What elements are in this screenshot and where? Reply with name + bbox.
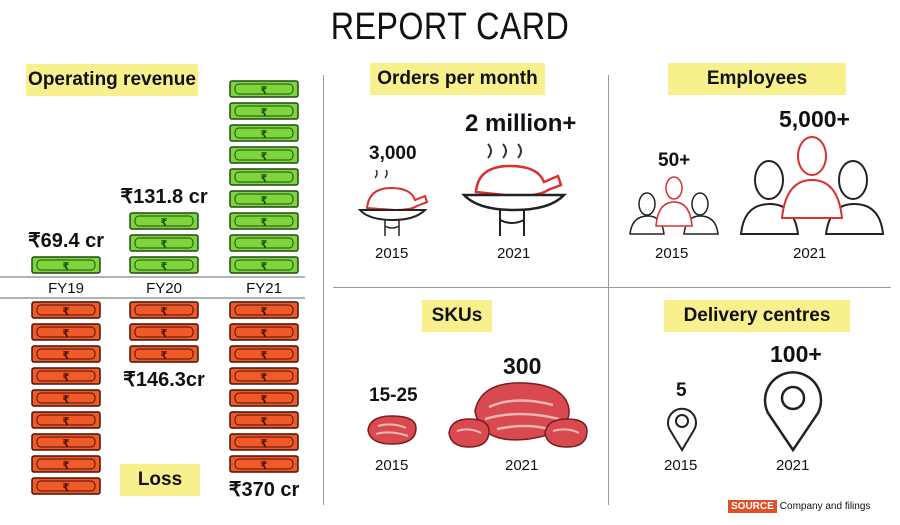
- skus-2021-value: 300: [503, 353, 542, 379]
- small-people-group-icon: [629, 176, 719, 235]
- small-meat-icon: [367, 415, 417, 445]
- category-label-fy21: FY21: [246, 280, 282, 297]
- loss-bar-note-fy20: [129, 301, 199, 319]
- revenue-bar-note-fy21: [229, 168, 299, 186]
- source-note: SOURCE Company and filings: [728, 500, 871, 513]
- category-label-fy20: FY20: [146, 280, 182, 297]
- page-title: REPORT CARD: [330, 6, 570, 48]
- revenue-bar-note-fy21: [229, 146, 299, 164]
- loss-value-label-fy21: ₹370 cr: [229, 479, 300, 500]
- loss-bar-note-fy21: [229, 455, 299, 473]
- large-chicken-platter-icon: [461, 143, 567, 236]
- revenue-bar-note-fy21: [229, 124, 299, 142]
- revenue-bar-note-fy21: [229, 256, 299, 274]
- revenue-value-label-fy19: ₹69.4 cr: [28, 230, 104, 252]
- orders-year-2021: 2021: [497, 245, 531, 262]
- employees-year-2015: 2015: [655, 245, 689, 262]
- loss-bar-note-fy21: [229, 345, 299, 363]
- revenue-bar-note-fy20: [129, 212, 199, 230]
- divider-left: [323, 75, 324, 505]
- employees-tag: Employees: [668, 63, 846, 95]
- loss-bar-note-fy19: [31, 345, 101, 363]
- large-meat-pile-icon: [448, 382, 588, 448]
- revenue-bar-note-fy20: [129, 234, 199, 252]
- divider-horizontal: [333, 287, 891, 288]
- small-location-pin-icon: [667, 407, 697, 452]
- orders-2021-value: 2 million+: [465, 110, 577, 137]
- skus-tag: SKUs: [422, 300, 492, 332]
- employees-2021-value: 5,000+: [779, 106, 850, 132]
- loss-bar-note-fy19: [31, 411, 101, 429]
- small-chicken-platter-icon: [357, 170, 429, 236]
- loss-bar-note-fy19: [31, 477, 101, 495]
- loss-tag: Loss: [120, 464, 200, 496]
- revenue-bar-note-fy21: [229, 212, 299, 230]
- delivery-2015-value: 5: [676, 380, 687, 401]
- loss-bar-note-fy21: [229, 367, 299, 385]
- source-badge: SOURCE: [728, 500, 777, 513]
- large-people-group-icon: [739, 136, 885, 235]
- delivery-tag: Delivery centres: [664, 300, 850, 332]
- delivery-2021-value: 100+: [770, 341, 822, 367]
- revenue-bar-note-fy19: [31, 256, 101, 274]
- skus-2015-value: 15-25: [369, 385, 418, 406]
- source-text: Company and filings: [779, 501, 871, 512]
- revenue-bar-note-fy21: [229, 102, 299, 120]
- skus-year-2021: 2021: [505, 457, 539, 474]
- revenue-bar-note-fy20: [129, 256, 199, 274]
- category-label-fy19: FY19: [48, 280, 84, 297]
- employees-2015-value: 50+: [658, 150, 691, 171]
- loss-bar-note-fy20: [129, 323, 199, 341]
- loss-bar-note-fy19: [31, 301, 101, 319]
- loss-bar-note-fy20: [129, 345, 199, 363]
- loss-bar-note-fy19: [31, 367, 101, 385]
- orders-2015-value: 3,000: [369, 143, 417, 164]
- skus-year-2015: 2015: [375, 457, 409, 474]
- revenue-bar-note-fy21: [229, 234, 299, 252]
- loss-bar-note-fy19: [31, 433, 101, 451]
- revenue-bar-note-fy21: [229, 80, 299, 98]
- orders-year-2015: 2015: [375, 245, 409, 262]
- loss-bar-note-fy21: [229, 389, 299, 407]
- revenue-tag: Operating revenue: [26, 64, 198, 96]
- revenue-bar-note-fy21: [229, 190, 299, 208]
- loss-bar-note-fy21: [229, 433, 299, 451]
- delivery-year-2021: 2021: [776, 457, 810, 474]
- divider-middle: [608, 75, 609, 505]
- loss-bar-note-fy19: [31, 455, 101, 473]
- employees-year-2021: 2021: [793, 245, 827, 262]
- loss-bar-note-fy19: [31, 389, 101, 407]
- large-location-pin-icon: [763, 371, 823, 453]
- loss-value-label-fy20: ₹146.3cr: [123, 369, 205, 391]
- delivery-year-2015: 2015: [664, 457, 698, 474]
- revenue-value-label-fy20: ₹131.8 cr: [120, 186, 207, 208]
- orders-tag: Orders per month: [370, 63, 545, 95]
- loss-bar-note-fy21: [229, 301, 299, 319]
- loss-bar-note-fy21: [229, 411, 299, 429]
- loss-bar-note-fy19: [31, 323, 101, 341]
- loss-bar-note-fy21: [229, 323, 299, 341]
